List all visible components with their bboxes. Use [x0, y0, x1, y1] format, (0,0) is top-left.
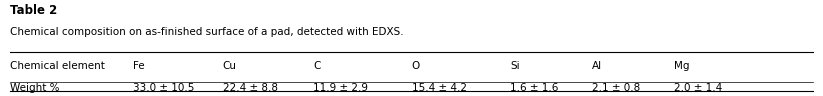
Text: 33.0 ± 10.5: 33.0 ± 10.5 — [133, 83, 194, 93]
Text: 1.6 ± 1.6: 1.6 ± 1.6 — [510, 83, 558, 93]
Text: 22.4 ± 8.8: 22.4 ± 8.8 — [223, 83, 278, 93]
Text: C: C — [313, 61, 320, 71]
Text: Mg: Mg — [674, 61, 690, 71]
Text: Chemical composition on as-finished surface of a pad, detected with EDXS.: Chemical composition on as-finished surf… — [10, 27, 403, 37]
Text: O: O — [412, 61, 420, 71]
Text: Table 2: Table 2 — [10, 4, 57, 17]
Text: Al: Al — [592, 61, 602, 71]
Text: Cu: Cu — [223, 61, 237, 71]
Text: 15.4 ± 4.2: 15.4 ± 4.2 — [412, 83, 467, 93]
Text: 2.0 ± 1.4: 2.0 ± 1.4 — [674, 83, 723, 93]
Text: Si: Si — [510, 61, 519, 71]
Text: 2.1 ± 0.8: 2.1 ± 0.8 — [592, 83, 640, 93]
Text: Chemical element: Chemical element — [10, 61, 105, 71]
Text: 11.9 ± 2.9: 11.9 ± 2.9 — [313, 83, 368, 93]
Text: Weight %: Weight % — [10, 83, 59, 93]
Text: Fe: Fe — [133, 61, 144, 71]
